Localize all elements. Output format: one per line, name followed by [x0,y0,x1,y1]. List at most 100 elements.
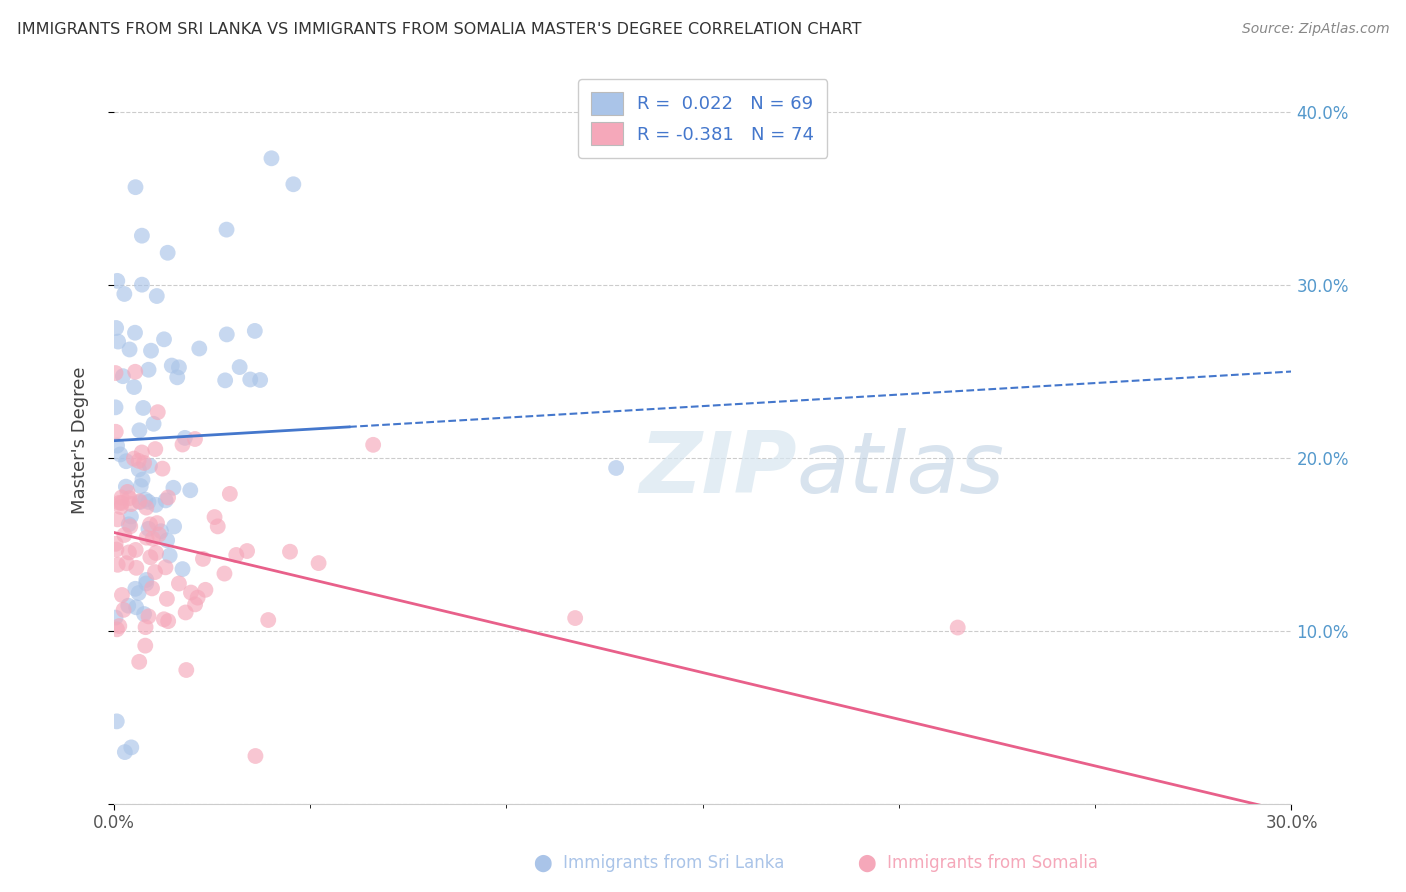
Point [146,516,169,530]
Point [105,623,128,637]
Text: atlas: atlas [797,428,1005,511]
Point [214,566,236,581]
Point [138,609,160,624]
Point [191,552,214,566]
Point [155,493,177,508]
Point [125,600,148,615]
Point [179,483,201,498]
Point [105,321,128,335]
Point [120,509,142,524]
Point [128,454,150,468]
Point [159,549,181,563]
Point [215,327,238,342]
Point [135,620,157,634]
Point [124,365,146,379]
Point [115,454,138,468]
Point [184,432,207,446]
Point [215,222,238,236]
Point [139,550,162,565]
Point [111,588,134,602]
Point [115,556,138,570]
Point [204,510,226,524]
Point [128,494,150,508]
Text: ZIP: ZIP [640,428,797,511]
Point [157,614,180,628]
Point [105,714,128,729]
Point [107,558,129,572]
Point [278,545,301,559]
Point [110,491,132,505]
Point [120,740,142,755]
Point [135,531,157,545]
Point [111,369,134,384]
Point [104,537,127,551]
Point [156,245,179,260]
Point [128,423,150,437]
Point [225,548,247,562]
Point [132,401,155,415]
Point [135,500,157,515]
Point [135,576,157,591]
Point [153,612,176,626]
Point [105,274,128,288]
Point [124,326,146,340]
Point [112,528,135,542]
Point [172,437,194,451]
Point [110,500,132,514]
Point [188,342,211,356]
Point [243,324,266,338]
Point [149,524,172,539]
Point [124,180,146,194]
Point [174,606,197,620]
Point [236,544,259,558]
Point [118,343,141,357]
Point [124,543,146,558]
Point [145,498,167,512]
Point [104,425,127,439]
Point [160,359,183,373]
Point [104,610,127,624]
Point [138,363,160,377]
Point [139,458,162,473]
Point [132,456,155,470]
Text: IMMIGRANTS FROM SRI LANKA VS IMMIGRANTS FROM SOMALIA MASTER'S DEGREE CORRELATION: IMMIGRANTS FROM SRI LANKA VS IMMIGRANTS … [17,22,862,37]
Point [180,585,202,599]
Point [156,533,179,548]
Point [139,343,162,358]
Point [207,519,229,533]
Point [163,519,186,533]
Point [125,561,148,575]
Point [155,560,177,574]
Point [118,517,141,532]
Point [166,370,188,384]
Point [115,480,138,494]
Point [153,332,176,346]
Point [138,495,160,509]
Point [129,479,152,493]
Point [118,545,141,559]
Point [143,442,166,456]
Point [173,431,195,445]
Point [142,417,165,431]
Point [187,591,209,605]
Point [139,517,162,532]
Point [105,542,128,557]
Point [167,576,190,591]
Point [245,749,267,764]
Point [260,151,283,165]
Point [131,473,153,487]
Point [146,289,169,303]
Point [605,461,627,475]
Point [128,462,150,476]
Point [172,562,194,576]
Point [104,401,127,415]
Point [134,492,156,507]
Point [122,451,145,466]
Point [114,745,136,759]
Y-axis label: Master's Degree: Master's Degree [72,367,89,515]
Point [184,598,207,612]
Point [146,405,169,419]
Point [118,491,141,506]
Point [145,546,167,560]
Point [156,591,179,606]
